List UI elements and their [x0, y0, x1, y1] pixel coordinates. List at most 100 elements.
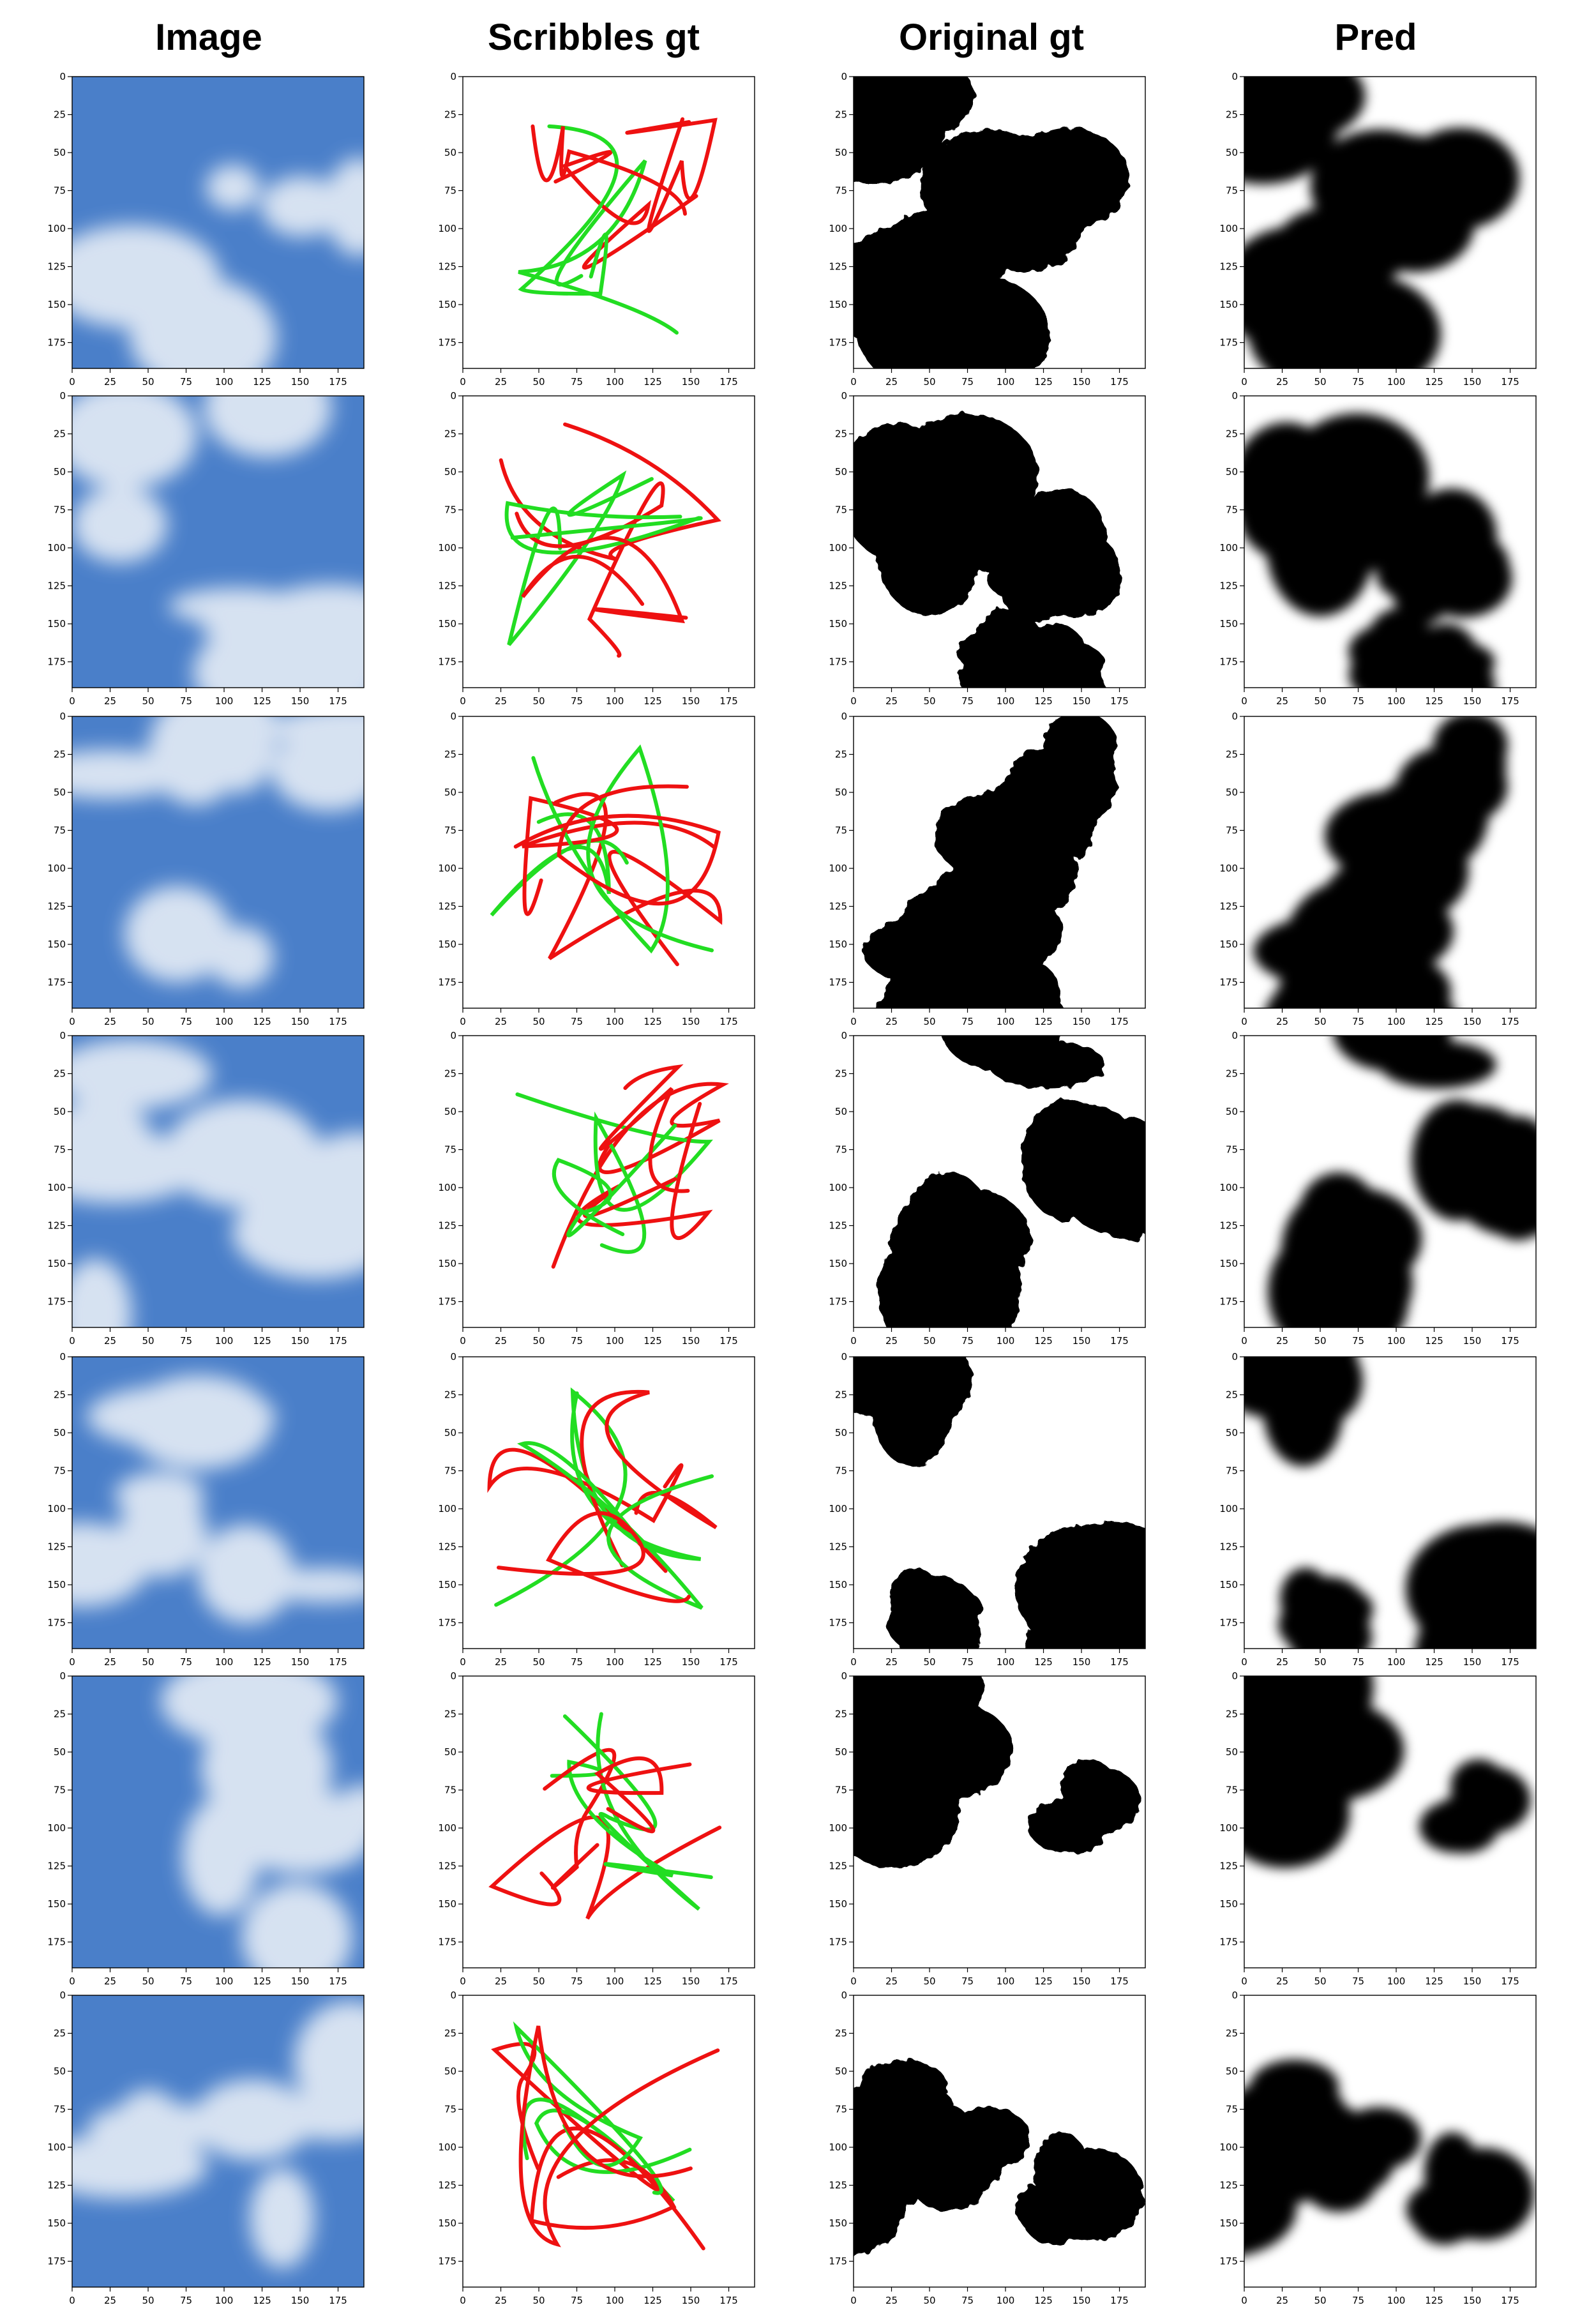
- x-tick-label: 25: [104, 695, 116, 707]
- x-tick-label: 150: [291, 376, 310, 388]
- panel-pred-row-1: 0 25 50 75 100 125 150 175 0 25 50 75 100 125 150 175: [1219, 71, 1537, 388]
- x-tick-label: 100: [1387, 1656, 1406, 1668]
- panel-image-row-6: 0 25 50 75 100 125 150 175 0 25 50 75 100 125 150 175: [47, 1670, 365, 1987]
- x-tick-label: 50: [142, 2295, 154, 2306]
- mask-region: [1244, 1711, 1352, 1857]
- x-tick-label: 175: [719, 695, 738, 707]
- y-tick-label: 175: [1219, 1937, 1238, 1948]
- x-tick-label: 100: [215, 1656, 234, 1668]
- x-tick-label: 100: [215, 2295, 234, 2306]
- x-tick-label: 175: [719, 1975, 738, 1987]
- y-tick-label: 50: [1226, 1106, 1238, 1117]
- y-tick-label: 0: [1231, 1030, 1238, 1041]
- y-tick-label: 50: [444, 466, 456, 478]
- x-tick-label: 25: [1276, 1335, 1288, 1347]
- x-tick-label: 25: [1276, 695, 1288, 707]
- x-tick-label: 50: [532, 1016, 545, 1027]
- x-tick-label: 0: [850, 1016, 857, 1027]
- x-tick-label: 150: [1073, 1335, 1091, 1347]
- scribble-red: [513, 784, 721, 906]
- x-tick-label: 0: [460, 2295, 466, 2306]
- x-tick-label: 50: [923, 1335, 935, 1347]
- panel-pred-row-6: 0 25 50 75 100 125 150 175 0 25 50 75 100 125 150 175: [1219, 1670, 1537, 1987]
- y-tick-label: 175: [47, 977, 66, 988]
- y-tick-label: 50: [1226, 1427, 1238, 1439]
- mask-region: [1046, 1582, 1131, 1629]
- x-tick-label: 150: [1463, 1656, 1482, 1668]
- x-tick-label: 25: [104, 1335, 116, 1347]
- mask-region: [1327, 134, 1472, 207]
- y-tick-label: 100: [1219, 542, 1238, 554]
- x-tick-label: 75: [571, 695, 583, 707]
- x-tick-label: 50: [923, 1656, 935, 1668]
- x-tick-label: 125: [1034, 1016, 1053, 1027]
- x-tick-label: 75: [961, 1016, 974, 1027]
- y-tick-label: 75: [54, 2104, 66, 2115]
- scribble-red: [515, 481, 665, 658]
- y-tick-label: 0: [1231, 71, 1238, 82]
- y-tick-label: 75: [444, 2104, 456, 2115]
- y-tick-label: 50: [444, 787, 456, 798]
- x-tick-label: 50: [923, 1016, 935, 1027]
- panel-original-gt-row-7: 0 25 50 75 100 125 150 175 0 25 50 75 100 125 150 175: [829, 1990, 1146, 2306]
- panel-original-gt-row-4: 0 25 50 75 100 125 150 175 0 25 50 75 100 125 150 175: [829, 1030, 1146, 1347]
- y-tick-label: 0: [841, 1351, 847, 1363]
- mask-region: [894, 413, 1039, 541]
- y-tick-label: 175: [1219, 1296, 1238, 1308]
- x-tick-label: 75: [571, 1335, 583, 1347]
- x-tick-label: 150: [1463, 695, 1482, 707]
- x-tick-label: 125: [644, 2295, 662, 2306]
- mask-region: [1031, 1105, 1136, 1175]
- y-tick-label: 100: [438, 542, 456, 554]
- x-tick-label: 75: [180, 695, 192, 707]
- x-tick-label: 125: [253, 695, 271, 707]
- y-tick-label: 125: [438, 1861, 456, 1872]
- x-tick-label: 50: [923, 376, 935, 388]
- y-tick-label: 125: [1219, 1541, 1238, 1553]
- x-tick-label: 175: [1110, 1016, 1129, 1027]
- y-tick-label: 25: [1226, 1068, 1238, 1080]
- y-tick-label: 0: [1231, 711, 1238, 722]
- x-tick-label: 0: [69, 1656, 75, 1668]
- x-tick-label: 125: [253, 1656, 271, 1668]
- y-tick-label: 100: [47, 2141, 66, 2153]
- scribble-green: [552, 1123, 677, 1237]
- x-tick-label: 175: [719, 1016, 738, 1027]
- y-tick-label: 125: [47, 1220, 66, 1232]
- x-tick-label: 50: [923, 695, 935, 707]
- panel-image-row-5: 0 25 50 75 100 125 150 175 0 25 50 75 100 125 150 175: [47, 1351, 365, 1668]
- x-tick-label: 0: [460, 376, 466, 388]
- y-tick-label: 50: [1226, 2066, 1238, 2077]
- mask-region: [894, 1187, 1032, 1291]
- y-tick-label: 25: [54, 109, 66, 121]
- y-tick-label: 0: [59, 1990, 66, 2001]
- x-tick-label: 75: [961, 2295, 974, 2306]
- y-tick-label: 50: [54, 1106, 66, 1117]
- y-tick-label: 50: [54, 2066, 66, 2077]
- x-tick-label: 25: [495, 1335, 507, 1347]
- x-tick-label: 75: [1352, 1975, 1364, 1987]
- y-tick-label: 0: [59, 1351, 66, 1363]
- x-tick-label: 50: [532, 1656, 545, 1668]
- x-tick-label: 125: [1425, 695, 1443, 707]
- mask-region: [1386, 642, 1470, 688]
- x-tick-label: 150: [1463, 1016, 1482, 1027]
- x-tick-label: 25: [885, 695, 898, 707]
- y-tick-label: 100: [438, 223, 456, 234]
- y-tick-label: 75: [444, 1144, 456, 1156]
- x-tick-label: 75: [1352, 376, 1364, 388]
- y-tick-label: 175: [438, 1296, 456, 1308]
- x-tick-label: 50: [142, 1335, 154, 1347]
- x-tick-label: 125: [1034, 376, 1053, 388]
- y-tick-label: 125: [1219, 261, 1238, 273]
- y-tick-label: 25: [54, 1068, 66, 1080]
- y-tick-label: 25: [444, 1709, 456, 1720]
- mask-region: [1060, 1767, 1140, 1834]
- y-tick-label: 50: [444, 1746, 456, 1758]
- mask-region: [936, 134, 1081, 207]
- y-tick-label: 0: [841, 1030, 847, 1041]
- y-tick-label: 75: [835, 185, 847, 197]
- x-tick-label: 150: [1073, 376, 1091, 388]
- y-tick-label: 125: [47, 261, 66, 273]
- panel-original-gt-row-2: 0 25 50 75 100 125 150 175 0 25 50 75 100 125 150 175: [829, 390, 1146, 707]
